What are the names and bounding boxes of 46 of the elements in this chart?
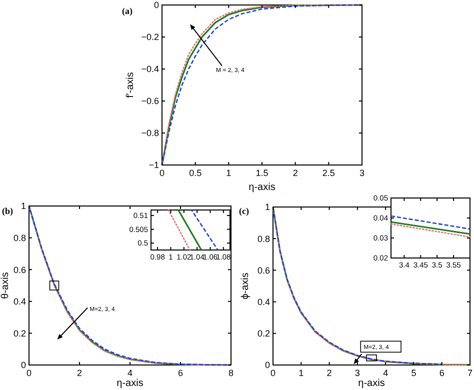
y-tick-label: 1: [20, 201, 26, 212]
y-tick-label: 0.8: [257, 234, 270, 244]
x-tick-label: 6: [439, 368, 444, 378]
x-axis-title: η-axis: [116, 378, 144, 389]
chart-title: (a): [122, 6, 132, 16]
y-tick-label: −0.4: [141, 64, 159, 74]
x-tick-label: 1: [298, 368, 304, 378]
y-tick-label: 0.8: [13, 232, 26, 243]
x-tick-label: 7: [467, 368, 473, 378]
x-tick-label: 4: [127, 368, 133, 378]
y-axis-title: ϕ-axis: [240, 272, 251, 300]
y-tick-label: 0.6: [257, 265, 270, 276]
x-axis-title: η-axis: [248, 182, 276, 193]
y-tick-label: 0.2: [257, 328, 270, 339]
x-tick-label: 4: [383, 368, 388, 378]
x-tick-label: 1.5: [256, 168, 268, 178]
x-tick-label: 3: [354, 368, 360, 378]
y-tick-label: 0: [20, 360, 26, 370]
x-tick-label: 2: [292, 168, 298, 178]
y-tick-label: 0.2: [13, 328, 26, 338]
line-series: [161, 4, 363, 166]
y-axis-title: f′-axis: [125, 72, 136, 98]
x-tick-label: 3: [359, 168, 365, 178]
x-tick-label: 8: [228, 368, 234, 378]
y-tick-label: −0.8: [141, 128, 159, 138]
y-tick-label: 1: [264, 202, 270, 212]
y-tick-label: 0: [154, 0, 159, 10]
x-tick-label: 2.5: [322, 168, 335, 178]
line-series: [28, 205, 232, 366]
x-tick-label: 0.5: [189, 168, 202, 178]
y-tick-label: −1: [148, 160, 159, 170]
chart-title: (b): [2, 206, 13, 216]
x-tick-label: 1: [226, 168, 232, 178]
x-tick-label: 2: [76, 368, 82, 378]
x-tick-label: 5: [411, 368, 416, 378]
y-tick-label: −0.6: [141, 96, 159, 106]
y-tick-label: 0.4: [257, 296, 270, 307]
x-axis-title: η-axis: [358, 378, 385, 389]
x-tick-label: 6: [178, 368, 184, 378]
y-tick-label: 0: [264, 360, 270, 370]
y-tick-label: −0.2: [141, 32, 159, 42]
x-tick-label: 2: [326, 368, 332, 378]
y-tick-label: 0.6: [13, 264, 26, 275]
y-tick-label: 0.4: [13, 296, 26, 307]
y-axis-title: θ-axis: [0, 272, 11, 299]
chart-title: (c): [239, 206, 249, 216]
